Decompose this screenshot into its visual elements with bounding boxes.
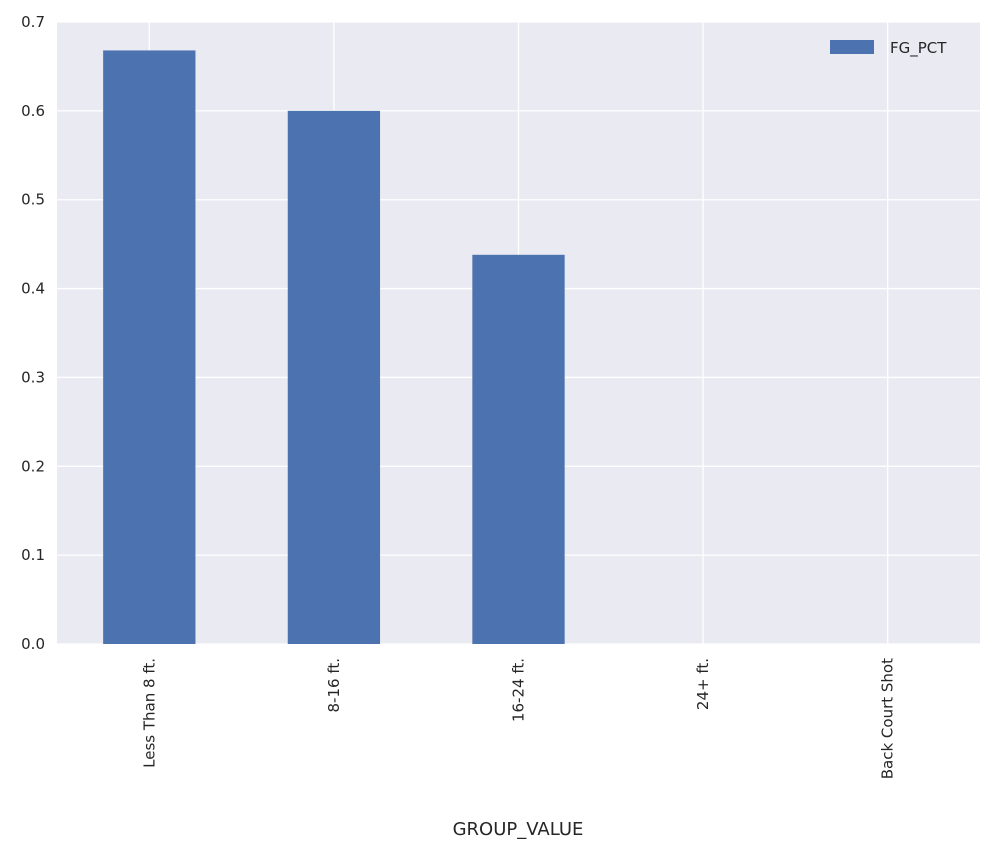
- x-axis: Less Than 8 ft. 8-16 ft. 16-24 ft. 24+ ft. B…: [140, 658, 896, 779]
- x-tick-label: 8-16 ft.: [325, 658, 343, 712]
- y-tick-label: 0.7: [21, 13, 45, 31]
- y-tick-label: 0.1: [21, 546, 45, 564]
- y-tick-label: 0.0: [21, 635, 45, 653]
- bars: [103, 50, 565, 645]
- bar-less-than-8-ft: [103, 50, 196, 645]
- legend: FG_PCT: [830, 39, 947, 58]
- bar-8-16-ft: [287, 110, 381, 645]
- y-tick-label: 0.5: [21, 191, 45, 209]
- x-tick-label: 16-24 ft.: [510, 658, 528, 722]
- y-tick-label: 0.6: [21, 102, 45, 120]
- y-axis: 0.0 0.1 0.2 0.3 0.4 0.5 0.6 0.7: [21, 13, 45, 653]
- x-axis-title: GROUP_VALUE: [453, 819, 584, 840]
- x-tick-label: Back Court Shot: [879, 658, 897, 779]
- bar-16-24-ft: [472, 254, 565, 644]
- y-tick-label: 0.2: [21, 457, 45, 475]
- y-tick-label: 0.3: [21, 368, 45, 386]
- legend-swatch: [830, 40, 874, 54]
- legend-label: FG_PCT: [890, 39, 947, 58]
- x-tick-label: Less Than 8 ft.: [140, 658, 158, 768]
- y-tick-label: 0.4: [21, 280, 45, 298]
- x-tick-label: 24+ ft.: [694, 658, 712, 710]
